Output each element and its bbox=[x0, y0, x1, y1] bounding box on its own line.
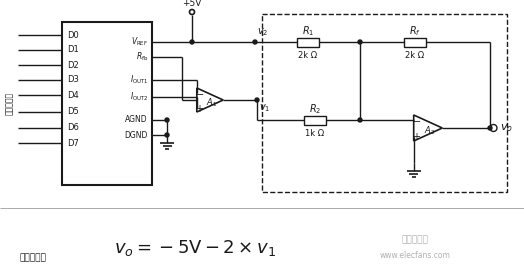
Circle shape bbox=[165, 133, 169, 137]
Text: D7: D7 bbox=[67, 139, 79, 147]
Circle shape bbox=[358, 118, 362, 122]
Text: 2k Ω: 2k Ω bbox=[299, 51, 318, 60]
Text: 输入数字量: 输入数字量 bbox=[5, 92, 14, 115]
Bar bbox=[262, 14, 507, 192]
Text: $R_1$: $R_1$ bbox=[302, 24, 314, 38]
Text: D6: D6 bbox=[67, 123, 79, 132]
Circle shape bbox=[488, 126, 492, 130]
Text: $I_{\rm OUT1}$: $I_{\rm OUT1}$ bbox=[129, 74, 148, 86]
Text: D1: D1 bbox=[67, 46, 79, 54]
Polygon shape bbox=[414, 115, 442, 141]
Circle shape bbox=[358, 40, 362, 44]
Text: $A_2$: $A_2$ bbox=[424, 125, 435, 137]
Bar bbox=[304, 115, 326, 124]
Bar bbox=[62, 22, 152, 185]
Text: $v_1$: $v_1$ bbox=[259, 102, 270, 114]
Text: +5V: +5V bbox=[182, 0, 202, 8]
Text: $+$: $+$ bbox=[412, 131, 421, 142]
Text: $R_{\rm fb}$: $R_{\rm fb}$ bbox=[136, 51, 148, 63]
Text: $V_{\rm REF}$: $V_{\rm REF}$ bbox=[131, 36, 148, 48]
Text: $-$: $-$ bbox=[412, 115, 422, 125]
Circle shape bbox=[165, 118, 169, 122]
Text: $I_{\rm OUT2}$: $I_{\rm OUT2}$ bbox=[129, 91, 148, 103]
Text: D2: D2 bbox=[67, 60, 79, 70]
Text: 电子发烧友: 电子发烧友 bbox=[401, 235, 429, 245]
Text: 2k Ω: 2k Ω bbox=[406, 51, 424, 60]
Text: $v_2$: $v_2$ bbox=[257, 26, 268, 38]
Bar bbox=[404, 38, 426, 46]
Text: $R_f$: $R_f$ bbox=[409, 24, 421, 38]
Text: $R_2$: $R_2$ bbox=[309, 102, 321, 116]
Text: $+$: $+$ bbox=[195, 102, 204, 113]
Text: $-$: $-$ bbox=[195, 88, 204, 98]
Text: D3: D3 bbox=[67, 76, 79, 84]
Text: DGND: DGND bbox=[125, 131, 148, 139]
Circle shape bbox=[255, 98, 259, 102]
Text: D0: D0 bbox=[67, 31, 79, 39]
Text: 输出电压：: 输出电压： bbox=[20, 253, 47, 262]
Text: www.elecfans.com: www.elecfans.com bbox=[379, 251, 451, 259]
Text: $v_o$: $v_o$ bbox=[500, 122, 513, 134]
Text: 1k Ω: 1k Ω bbox=[305, 129, 324, 137]
Polygon shape bbox=[197, 88, 223, 112]
Bar bbox=[297, 38, 319, 46]
Circle shape bbox=[190, 40, 194, 44]
Text: $v_o = -5\mathrm{V} - 2 \times v_1$: $v_o = -5\mathrm{V} - 2 \times v_1$ bbox=[114, 238, 276, 258]
Text: D4: D4 bbox=[67, 91, 79, 100]
Text: D5: D5 bbox=[67, 107, 79, 116]
Circle shape bbox=[253, 40, 257, 44]
Text: AGND: AGND bbox=[125, 115, 148, 124]
Text: $A_1$: $A_1$ bbox=[206, 97, 217, 109]
